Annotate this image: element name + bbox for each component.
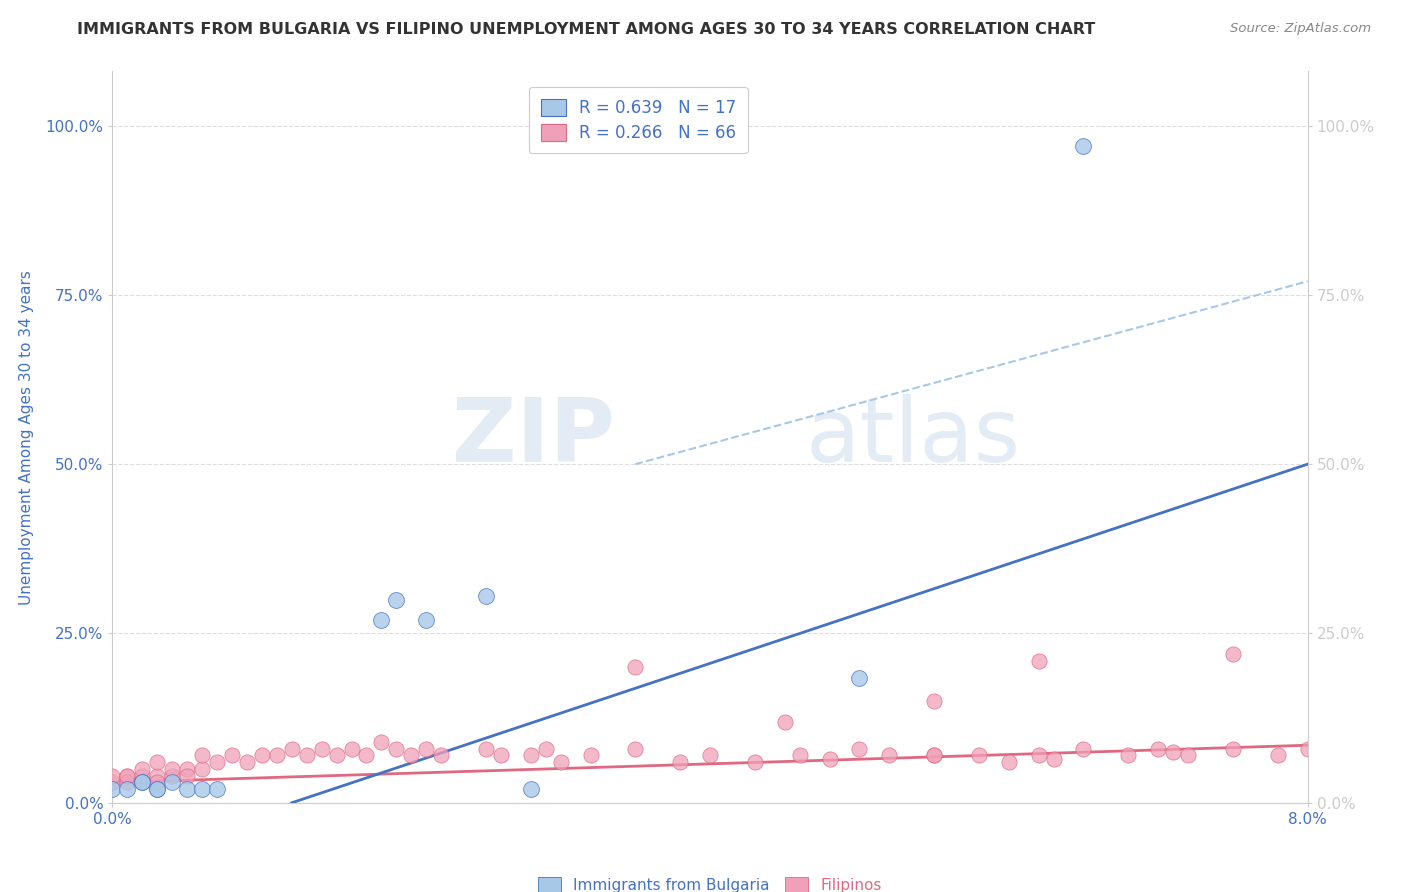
- Point: [520, 782, 543, 797]
- Point: [162, 762, 183, 776]
- Point: [489, 748, 512, 763]
- Legend: Immigrants from Bulgaria, Filipinos: Immigrants from Bulgaria, Filipinos: [530, 869, 890, 892]
- Point: [146, 775, 169, 789]
- Point: [101, 769, 124, 783]
- Text: IMMIGRANTS FROM BULGARIA VS FILIPINO UNEMPLOYMENT AMONG AGES 30 TO 34 YEARS CORR: IMMIGRANTS FROM BULGARIA VS FILIPINO UNE…: [77, 22, 1095, 37]
- Point: [176, 769, 198, 783]
- Point: [1073, 741, 1095, 756]
- Point: [385, 741, 408, 756]
- Point: [191, 748, 214, 763]
- Point: [176, 782, 198, 797]
- Point: [221, 748, 243, 763]
- Point: [295, 748, 318, 763]
- Point: [699, 748, 721, 763]
- Point: [669, 755, 692, 769]
- Point: [176, 762, 198, 776]
- Point: [624, 660, 647, 674]
- Point: [236, 755, 259, 769]
- Point: [520, 748, 543, 763]
- Point: [117, 782, 139, 797]
- Point: [131, 769, 153, 783]
- Point: [117, 775, 139, 789]
- Point: [101, 782, 124, 797]
- Point: [146, 755, 169, 769]
- Point: [1028, 654, 1050, 668]
- Point: [205, 755, 228, 769]
- Text: Source: ZipAtlas.com: Source: ZipAtlas.com: [1230, 22, 1371, 36]
- Point: [773, 714, 796, 729]
- Point: [250, 748, 273, 763]
- Point: [1222, 741, 1244, 756]
- Point: [579, 748, 602, 763]
- Point: [401, 748, 423, 763]
- Point: [370, 613, 392, 627]
- Point: [266, 748, 288, 763]
- Point: [191, 762, 214, 776]
- Point: [922, 694, 945, 708]
- Point: [117, 769, 139, 783]
- Point: [848, 741, 870, 756]
- Point: [1296, 741, 1319, 756]
- Point: [370, 735, 392, 749]
- Point: [1161, 745, 1184, 759]
- Point: [205, 782, 228, 797]
- Point: [1147, 741, 1170, 756]
- Point: [415, 741, 437, 756]
- Point: [998, 755, 1021, 769]
- Point: [117, 769, 139, 783]
- Point: [789, 748, 811, 763]
- Point: [162, 769, 183, 783]
- Point: [1073, 139, 1095, 153]
- Text: ZIP: ZIP: [451, 393, 614, 481]
- Point: [624, 741, 647, 756]
- Point: [550, 755, 572, 769]
- Point: [1028, 748, 1050, 763]
- Point: [922, 748, 945, 763]
- Point: [146, 782, 169, 797]
- Point: [101, 775, 124, 789]
- Point: [848, 671, 870, 685]
- Point: [281, 741, 304, 756]
- Point: [191, 782, 214, 797]
- Point: [475, 589, 498, 603]
- Text: atlas: atlas: [806, 393, 1021, 481]
- Point: [131, 775, 153, 789]
- Point: [311, 741, 333, 756]
- Point: [356, 748, 378, 763]
- Point: [744, 755, 766, 769]
- Point: [877, 748, 901, 763]
- Point: [922, 748, 945, 763]
- Point: [1177, 748, 1199, 763]
- Point: [146, 769, 169, 783]
- Point: [430, 748, 453, 763]
- Point: [415, 613, 437, 627]
- Point: [131, 775, 153, 789]
- Point: [818, 752, 841, 766]
- Point: [385, 592, 408, 607]
- Point: [1118, 748, 1140, 763]
- Point: [967, 748, 990, 763]
- Point: [325, 748, 347, 763]
- Point: [1267, 748, 1289, 763]
- Point: [340, 741, 363, 756]
- Point: [162, 775, 183, 789]
- Point: [146, 782, 169, 797]
- Point: [475, 741, 498, 756]
- Point: [534, 741, 557, 756]
- Point: [1222, 647, 1244, 661]
- Point: [131, 762, 153, 776]
- Point: [1042, 752, 1064, 766]
- Point: [131, 775, 153, 789]
- Y-axis label: Unemployment Among Ages 30 to 34 years: Unemployment Among Ages 30 to 34 years: [20, 269, 34, 605]
